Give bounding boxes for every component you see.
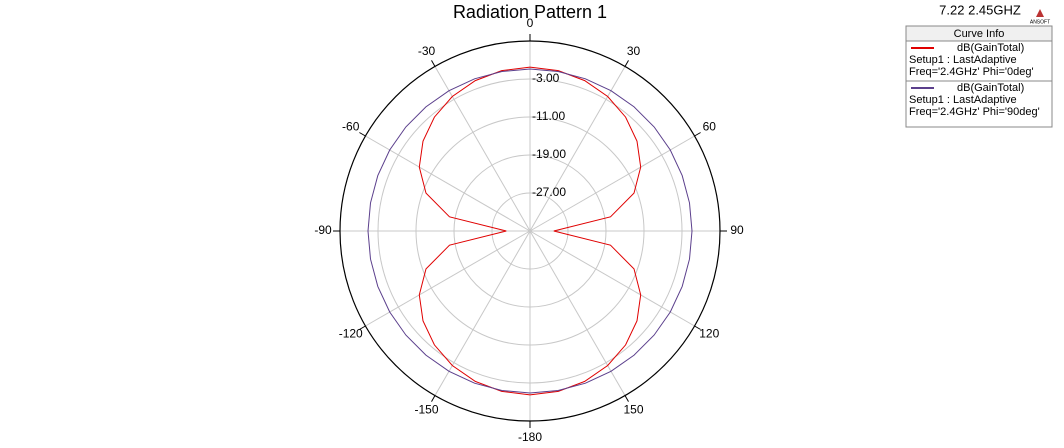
theta-tick-label: 30 xyxy=(627,44,641,58)
grid-spoke xyxy=(365,230,531,327)
theta-tick xyxy=(624,395,629,402)
grid-ring xyxy=(491,192,569,270)
grid-ring xyxy=(377,78,683,384)
theta-tick-label: -30 xyxy=(418,44,436,58)
theta-tick-label: -150 xyxy=(414,402,438,416)
theta-tick-label: -60 xyxy=(342,120,360,134)
theta-tick xyxy=(694,132,701,137)
series-line xyxy=(367,68,693,394)
chart-title: Radiation Pattern 1 xyxy=(453,2,607,22)
grid-spoke xyxy=(365,135,531,232)
grid-ring xyxy=(415,116,645,346)
legend-condition: Freq='2.4GHz' Phi='90deg' xyxy=(909,106,1040,118)
outer-ring xyxy=(339,40,721,422)
theta-tick-label: 0 xyxy=(527,16,534,30)
r-tick-label: -19.00 xyxy=(532,147,566,161)
theta-tick xyxy=(359,132,366,137)
legend-title: Curve Info xyxy=(954,28,1005,40)
theta-tick-label: -90 xyxy=(314,223,332,237)
series-line xyxy=(418,66,642,396)
theta-tick-label: 150 xyxy=(623,402,643,416)
theta-tick xyxy=(431,395,436,402)
grid-ring xyxy=(453,154,607,308)
logo: ANSOFT xyxy=(1030,19,1050,25)
legend-setup: Setup1 : LastAdaptive xyxy=(909,94,1017,106)
theta-tick xyxy=(359,325,366,330)
theta-tick-label: -180 xyxy=(518,430,542,443)
theta-tick-label: 60 xyxy=(703,120,717,134)
legend-condition: Freq='2.4GHz' Phi='0deg' xyxy=(909,66,1034,78)
grid-spoke xyxy=(529,230,695,327)
theta-tick xyxy=(431,60,436,67)
legend-name: dB(GainTotal) xyxy=(957,82,1024,94)
r-tick-label: -27.00 xyxy=(532,185,566,199)
grid-spoke xyxy=(529,135,695,232)
subtitle: 7.22 2.45GHZ xyxy=(939,2,1021,17)
grid-spoke xyxy=(434,230,531,396)
grid-spoke xyxy=(529,230,626,396)
legend-setup: Setup1 : LastAdaptive xyxy=(909,54,1017,66)
grid-spoke xyxy=(529,66,626,232)
logo-icon xyxy=(1036,9,1044,17)
theta-tick-label: -120 xyxy=(339,327,363,341)
theta-tick xyxy=(624,60,629,67)
grid-spoke xyxy=(434,66,531,232)
r-tick-label: -3.00 xyxy=(532,71,560,85)
theta-tick-label: 90 xyxy=(730,223,744,237)
r-tick-label: -11.00 xyxy=(532,109,565,123)
legend-name: dB(GainTotal) xyxy=(957,42,1024,54)
legend-box xyxy=(905,25,1053,128)
legend-header xyxy=(905,25,1053,42)
theta-tick-label: 120 xyxy=(699,327,719,341)
theta-tick xyxy=(694,325,701,330)
